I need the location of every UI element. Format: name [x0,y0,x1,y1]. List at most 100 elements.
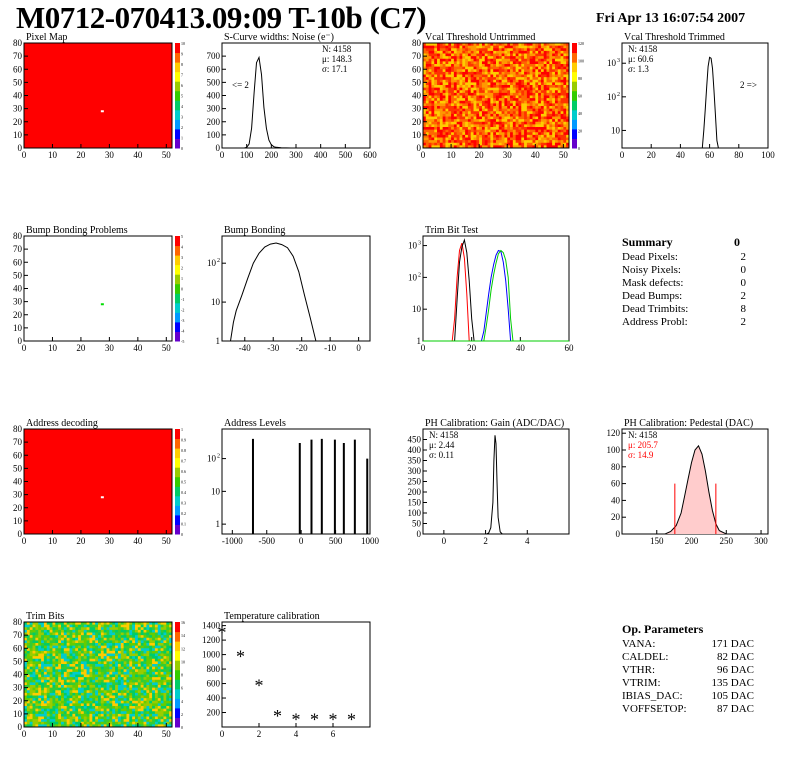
heatmap-cell [552,43,556,47]
heatmap-cell [89,624,93,628]
heatmap-cell [442,85,446,89]
heatmap-cell [445,106,449,110]
heatmap-cell [473,132,477,136]
heatmap-cell [512,134,517,138]
heatmap-cell [496,92,500,96]
heatmap-cell [538,90,542,94]
heatmap-cell [552,113,556,117]
series-line [454,238,475,342]
heatmap-cell [540,103,545,107]
heatmap-cell [43,632,48,636]
heatmap-cell [459,85,463,89]
heatmap-cell [473,108,477,112]
heatmap-cell [431,145,435,149]
heatmap-cell [462,61,466,65]
heatmap-cell [529,98,533,102]
heatmap-cell [115,679,119,683]
heatmap-cell [137,661,142,665]
heatmap-cell [143,669,147,673]
heatmap-cell [137,653,142,657]
heatmap-cell [451,137,455,141]
heatmap-cell [434,87,438,91]
heatmap-cell [92,677,96,681]
heatmap-cell [98,645,102,649]
heatmap-cell [83,671,88,675]
heatmap-cell [456,116,460,120]
heatmap-cell [26,692,31,696]
x-tick-label: 10 [48,343,58,353]
heatmap-cell [518,119,522,123]
heatmap-cell [423,77,427,81]
heatmap-cell [106,653,110,657]
heatmap-cell [451,142,455,146]
heatmap-cell [535,87,539,91]
heatmap-cell [63,685,68,689]
heatmap-cell [451,98,455,102]
heatmap-cell [467,127,472,131]
heatmap-cell [154,635,159,639]
heatmap-cell [132,648,136,652]
heatmap-cell [456,127,460,131]
y-tick-label: 450 [408,435,422,445]
heatmap-cell [38,666,42,670]
y-tick-label: 60 [13,64,23,74]
heatmap-cell [540,56,545,60]
heatmap-cell [456,74,460,78]
heatmap-cell [100,721,105,725]
heatmap-cell [98,719,102,723]
heatmap-cell [169,658,173,662]
heatmap-cell [126,685,130,689]
heatmap-cell [109,679,113,683]
heatmap-cell [566,43,570,47]
heatmap-cell [61,703,65,707]
heatmap-cell [473,61,477,65]
heatmap-cell [41,695,45,699]
heatmap-cell [163,711,167,715]
heatmap-cell [137,650,142,654]
heatmap-cell [132,632,136,636]
heatmap-cell [61,719,65,723]
heatmap-cell [554,100,559,104]
heatmap-cell [100,640,105,644]
heatmap-cell [442,58,446,62]
heatmap-cell [540,108,545,112]
heatmap-cell [89,721,93,725]
heatmap-cell [100,674,105,678]
heatmap-cell [35,645,39,649]
heatmap-cell [563,98,567,102]
heatmap-cell [46,682,51,686]
colorbar-tick-label: 3 [181,115,183,120]
heatmap-cell [41,624,45,628]
y-tick-label: 1200 [202,635,221,645]
heatmap-cell [49,624,53,628]
heatmap-cell [78,679,82,683]
heatmap-cell [157,671,162,675]
heatmap-cell [100,698,105,702]
heatmap-cell [476,61,480,65]
y-tick-label: 10 [412,130,422,140]
colorbar-tick-label: 14 [181,633,185,638]
heatmap-cell [169,687,173,691]
heatmap-cell [479,100,483,104]
heatmap-cell [546,53,550,57]
pedestal-fill [665,445,727,534]
heatmap-cell [535,134,539,138]
heatmap-cell [29,687,33,691]
heatmap-cell [453,66,458,70]
heatmap-cell [498,129,503,133]
heatmap-cell [529,119,533,123]
heatmap-cell [501,140,505,144]
heatmap-cell [501,79,505,83]
heatmap-cell [83,721,88,725]
heatmap-cell [75,721,79,725]
heatmap-cell [467,106,472,110]
y-tick-label: 60 [13,643,23,653]
heatmap-cell [80,685,85,689]
chart-title: Trim Bit Test [425,225,478,236]
heatmap-cell [481,69,486,73]
heatmap-cell [29,713,33,717]
heatmap-cell [160,698,164,702]
heatmap-cell [524,119,528,123]
heatmap-cell [55,713,59,717]
